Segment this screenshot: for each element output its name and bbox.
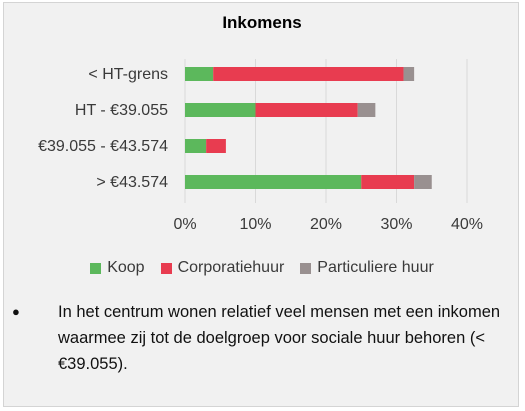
category-label: > €43.574 (96, 174, 168, 191)
bar-segment (414, 175, 432, 189)
x-tick-label: 40% (451, 216, 483, 233)
bar-segment (185, 175, 362, 189)
legend-swatch (160, 262, 172, 274)
chart-title: Inkomens (222, 13, 302, 32)
bar-segment (185, 67, 214, 81)
legend-item: Particuliere huur (300, 259, 434, 277)
bar-segment (255, 103, 358, 117)
bar-segment (403, 67, 415, 81)
category-label: HT - €39.055 (75, 102, 168, 119)
category-label: < HT-grens (88, 66, 168, 83)
note: ● In het centrum wonen relatief veel men… (8, 299, 508, 377)
legend-item: Corporatiehuur (160, 259, 285, 277)
legend-swatch (300, 262, 312, 274)
legend-label: Corporatiehuur (177, 259, 285, 276)
bar-segment (213, 67, 404, 81)
x-tick-label: 30% (380, 216, 412, 233)
x-tick-label: 10% (239, 216, 271, 233)
bar-segment (185, 139, 207, 153)
bar-segment (357, 103, 376, 117)
category-label: €39.055 - €43.574 (38, 138, 168, 155)
bar-segment (206, 139, 226, 153)
x-tick-label: 20% (310, 216, 342, 233)
bullet-icon: ● (12, 304, 20, 319)
bar-segment (361, 175, 415, 189)
x-tick-label: 0% (173, 216, 196, 233)
legend-item: Koop (90, 259, 145, 277)
note-text: In het centrum wonen relatief veel mense… (58, 303, 501, 373)
legend-swatch (90, 262, 102, 274)
bar-chart: 0% 10% 20% 30% 40% < HT-grens HT - €39.055 €39.… (38, 59, 483, 233)
legend-label: Koop (107, 259, 145, 276)
legend-label: Particuliere huur (317, 259, 434, 276)
legend: Koop Corporatiehuur Particuliere huur (4, 259, 520, 277)
chart-panel: Inkomens 0% 10% 20% 30% 40% < HT-grens HT - €3… (3, 2, 519, 407)
bar-segment (185, 103, 256, 117)
